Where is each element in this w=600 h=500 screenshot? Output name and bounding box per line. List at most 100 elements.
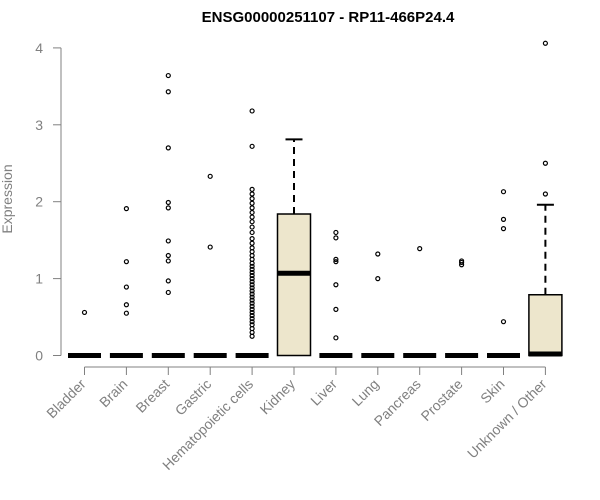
outlier-point [123, 259, 130, 265]
outlier-point [165, 258, 171, 264]
outlier-point [165, 89, 171, 95]
outlier-point [165, 145, 171, 151]
outlier-point [249, 294, 255, 300]
outlier-point [249, 266, 255, 272]
outlier-point [375, 276, 381, 282]
outlier-point [249, 288, 255, 294]
outlier-point [165, 252, 171, 259]
outlier-point [249, 285, 255, 291]
outlier-point [249, 315, 255, 322]
box-group [361, 251, 395, 358]
box-group [68, 309, 101, 358]
outlier-point [165, 278, 171, 284]
outlier-point [249, 300, 255, 306]
y-tick-label: 3 [35, 117, 43, 133]
outlier-point [333, 259, 339, 265]
outlier-point [333, 229, 339, 236]
box-group [487, 189, 520, 358]
box-group [528, 40, 563, 357]
outlier-point [249, 224, 255, 230]
outlier-point [165, 199, 171, 206]
outlier-point [249, 236, 255, 242]
outlier-point [333, 235, 339, 241]
outlier-point [123, 310, 130, 316]
outlier-point [542, 40, 549, 46]
x-tick-label: Liver [307, 376, 340, 409]
outlier-point [249, 312, 255, 319]
outlier-point [375, 251, 381, 257]
outlier-point [249, 303, 255, 309]
x-tick-label: Skin [477, 376, 508, 407]
outlier-point [459, 258, 465, 264]
x-tick-label: Bladder [43, 376, 89, 422]
outlier-point [165, 289, 171, 296]
box-group [109, 206, 143, 358]
outlier-point [249, 200, 255, 206]
outlier-point [249, 240, 255, 246]
x-tick-label: Unknown / Other [464, 376, 550, 462]
box-group [276, 138, 312, 357]
outlier-point [123, 206, 130, 212]
box-group [403, 246, 437, 358]
x-tick-label: Breast [132, 376, 172, 416]
outlier-point [249, 143, 255, 149]
outlier-point [249, 279, 255, 285]
plot-area [68, 40, 563, 358]
x-tick-label: Prostate [418, 376, 466, 424]
outlier-point [249, 272, 255, 279]
outlier-point [542, 191, 549, 197]
y-axis: 0 1 2 3 4 [35, 40, 62, 364]
outlier-point [249, 263, 255, 269]
outlier-point [249, 108, 255, 114]
outlier-point [249, 269, 255, 276]
outlier-point [500, 189, 507, 195]
outlier-point [249, 186, 255, 192]
outlier-point [207, 173, 213, 179]
outlier-point [249, 229, 255, 236]
y-tick-label: 0 [35, 348, 43, 364]
x-tick-label: Lung [349, 376, 382, 409]
outlier-point [249, 309, 255, 316]
y-tick-label: 1 [35, 271, 43, 287]
outlier-point [249, 276, 255, 282]
outlier-point [249, 282, 255, 288]
outlier-point [249, 245, 255, 251]
x-tick-label: Pancreas [371, 376, 424, 429]
outlier-point [249, 322, 255, 328]
outlier-point [249, 297, 255, 303]
outlier-point [249, 319, 255, 325]
outlier-point [500, 319, 507, 325]
box-group [319, 229, 353, 358]
box-group [193, 173, 227, 358]
outlier-point [165, 72, 171, 79]
outlier-point [81, 309, 88, 316]
outlier-point [249, 196, 255, 202]
y-tick-label: 2 [35, 194, 43, 210]
outlier-point [249, 291, 255, 297]
box-group [151, 72, 185, 358]
x-tick-label: Kidney [257, 376, 299, 418]
box [528, 293, 563, 357]
x-tick-label: Brain [96, 376, 130, 410]
outlier-point [123, 284, 130, 290]
outlier-point [165, 205, 171, 211]
outlier-point [249, 219, 255, 225]
outlier-point [417, 246, 423, 252]
outlier-point [249, 306, 255, 312]
outlier-point [249, 205, 255, 211]
box-group [235, 108, 269, 358]
chart-title: ENSG00000251107 - RP11-466P24.4 [202, 9, 455, 26]
outlier-point [333, 335, 339, 341]
outlier-point [249, 214, 255, 220]
box [276, 213, 312, 357]
y-axis-label: Expression [0, 164, 15, 233]
outlier-point [165, 238, 171, 244]
outlier-point [500, 226, 507, 232]
box-group [445, 258, 479, 358]
outlier-point [542, 160, 549, 166]
outlier-point [500, 216, 507, 222]
outlier-point [333, 256, 339, 262]
outlier-point [123, 302, 130, 308]
